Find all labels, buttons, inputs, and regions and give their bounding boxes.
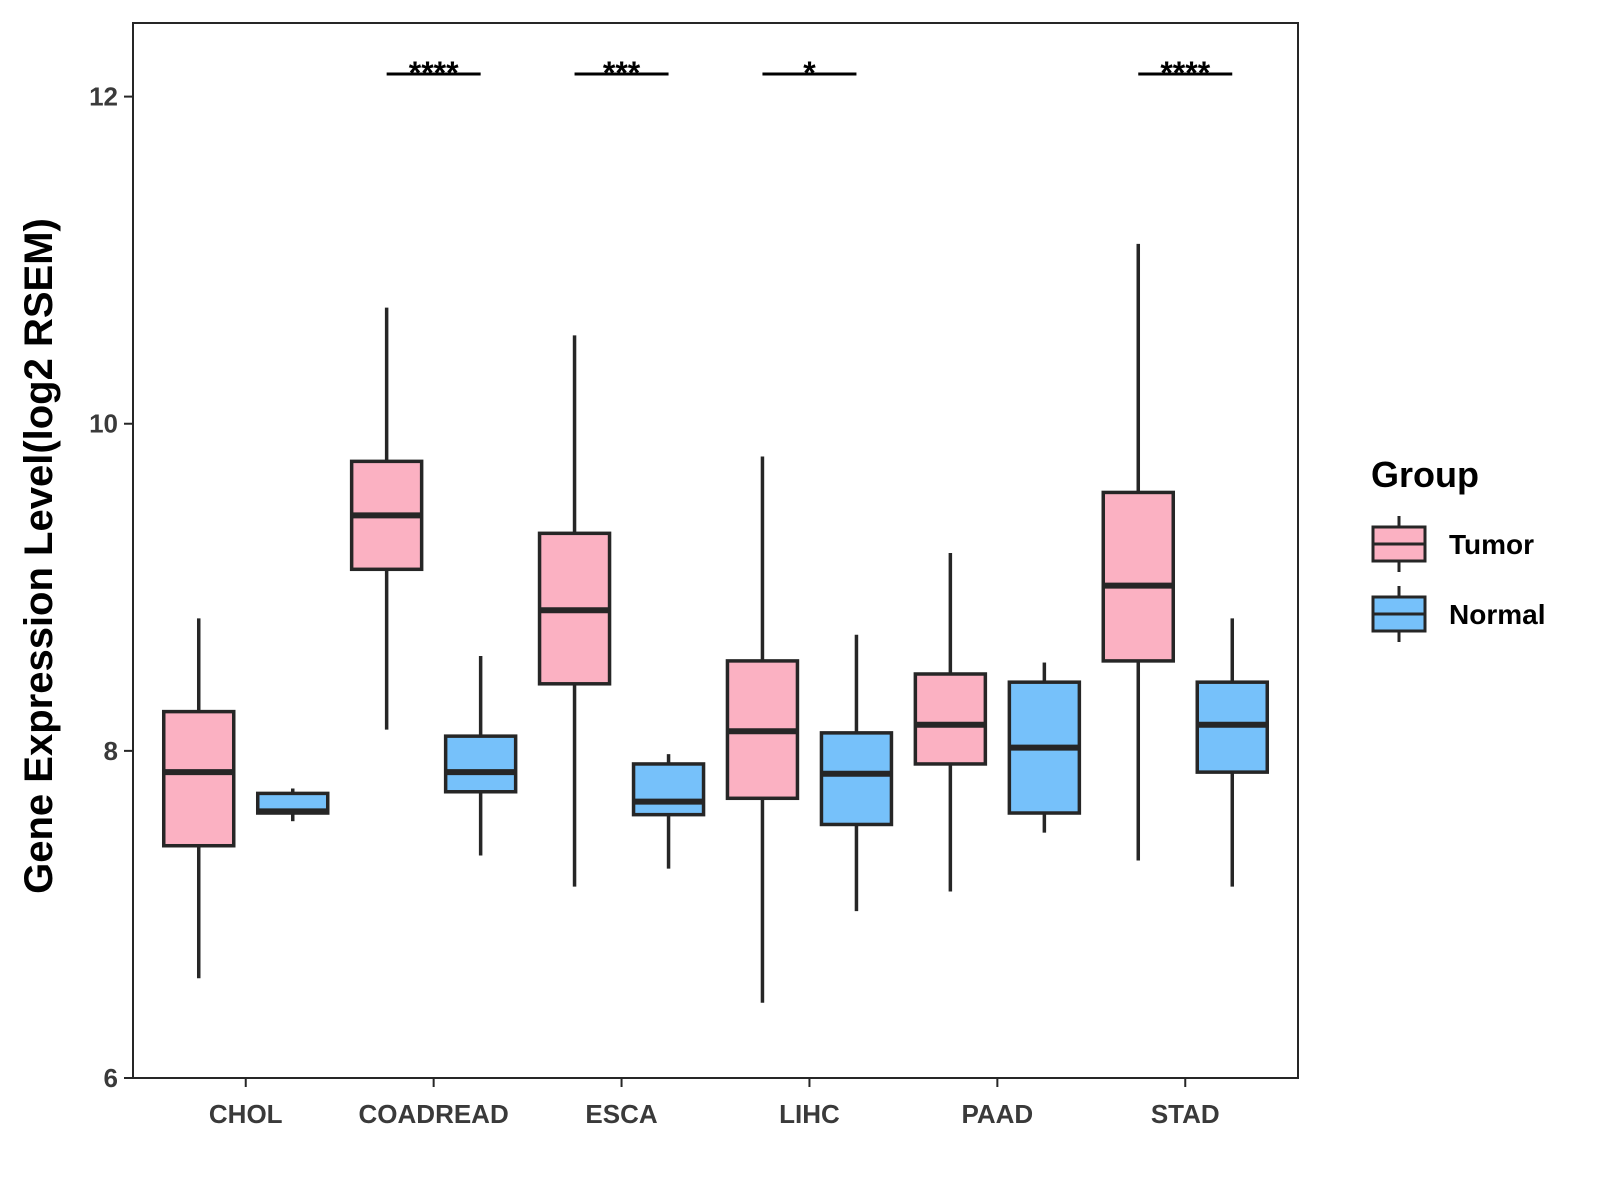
y-axis-tick-label: 6: [104, 1063, 118, 1093]
y-axis-tick-label: 12: [89, 82, 118, 112]
box-tumor-coadread: [349, 307, 424, 730]
legend-entry-tumor: Tumor: [1371, 516, 1534, 572]
box-body: [913, 672, 988, 766]
x-axis-tick-label: ESCA: [585, 1099, 657, 1129]
box-body: [819, 731, 894, 827]
significance-label: ****: [1160, 55, 1210, 91]
legend-label: Normal: [1449, 599, 1545, 630]
y-axis-title: Gene Expression Level(log2 RSEM): [17, 218, 61, 894]
legend-title: Group: [1371, 454, 1479, 495]
legend: Group Tumor Normal: [1371, 454, 1545, 642]
box-normal-paad: [1007, 662, 1082, 833]
box-normal-chol: [255, 788, 330, 822]
x-axis-tick-label: STAD: [1151, 1099, 1220, 1129]
box-body: [161, 709, 236, 848]
box-normal-esca: [631, 754, 706, 869]
significance-label: ****: [409, 55, 459, 91]
x-axis-tick-label: CHOL: [209, 1099, 283, 1129]
legend-entry-normal: Normal: [1371, 586, 1545, 642]
legend-label: Tumor: [1449, 529, 1534, 560]
y-axis-tick-label: 10: [89, 409, 118, 439]
x-axis-tick-label: LIHC: [779, 1099, 840, 1129]
box-tumor-chol: [161, 618, 236, 979]
significance-label: ***: [603, 55, 641, 91]
x-axis-tick-label: PAAD: [961, 1099, 1033, 1129]
box-tumor-lihc: [725, 456, 800, 1003]
box-normal-coadread: [443, 656, 518, 856]
box-tumor-stad: [1101, 243, 1176, 861]
box-normal-lihc: [819, 634, 894, 912]
y-axis-tick-label: 8: [104, 736, 118, 766]
x-axis-tick-label: COADREAD: [359, 1099, 509, 1129]
significance-label: *: [803, 55, 816, 91]
plot-panel-border: [132, 22, 1299, 1079]
box-body: [443, 734, 518, 794]
box-tumor-esca: [537, 335, 612, 887]
box-normal-stad: [1195, 618, 1270, 887]
box-tumor-paad: [913, 552, 988, 892]
box-body: [1101, 490, 1176, 663]
box-body: [631, 762, 706, 817]
